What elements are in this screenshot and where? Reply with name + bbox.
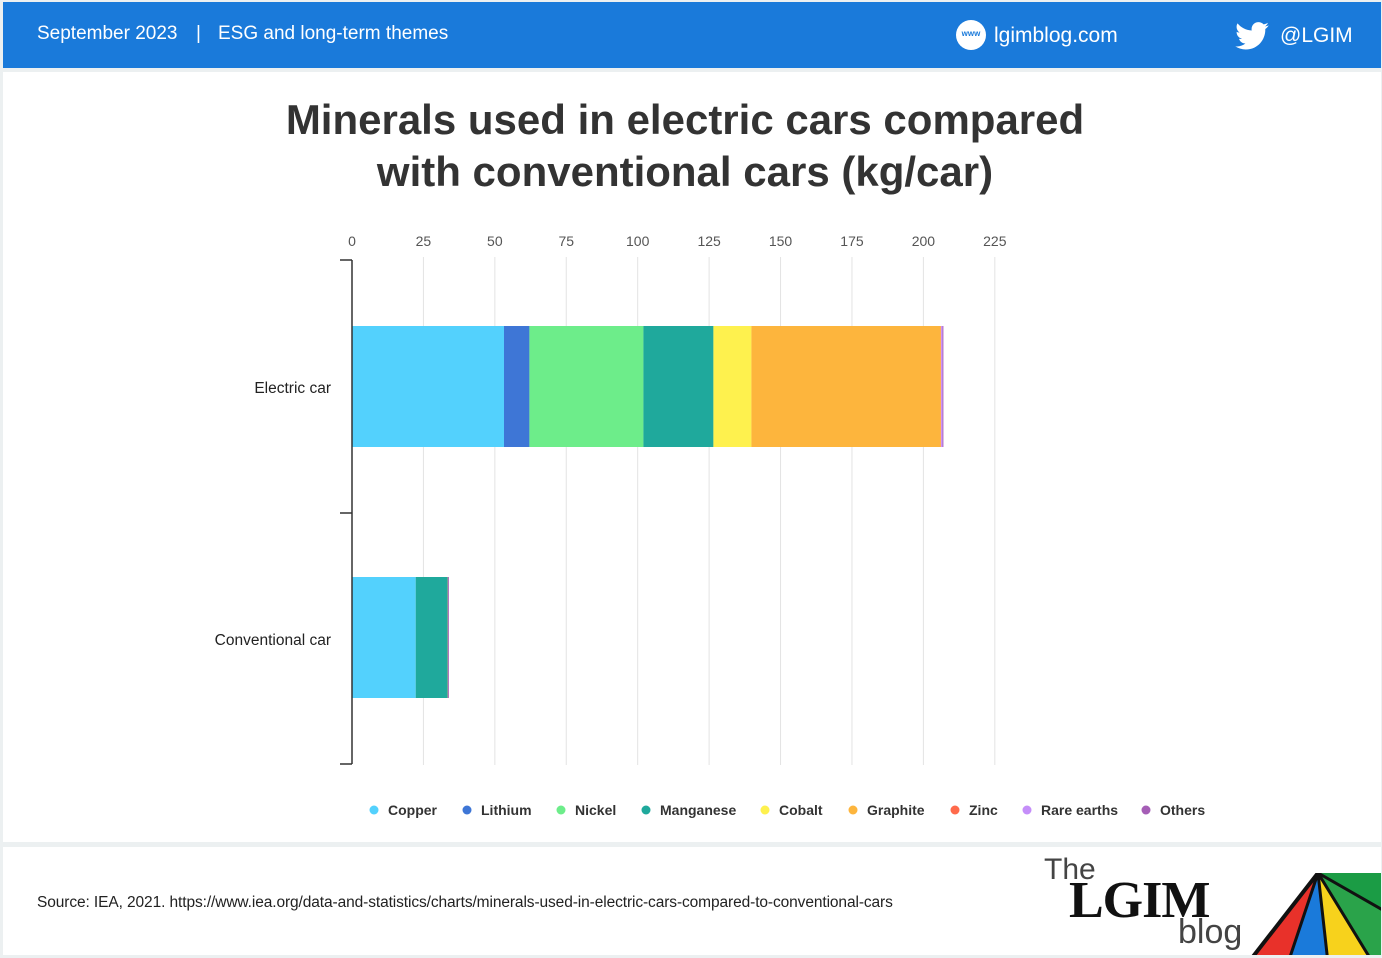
chart-title-line-1: Minerals used in electric cars compared	[285, 96, 1085, 143]
legend-label: Nickel	[575, 802, 616, 818]
legend-label: Copper	[388, 802, 438, 818]
bar-segment-manganese	[643, 326, 714, 447]
x-tick-label: 225	[983, 233, 1007, 249]
bar-segment-graphite	[751, 326, 941, 447]
tick-layer: 0 25 50 75 100 125 150 175 200 225	[348, 233, 1007, 249]
bar-segment-others	[447, 577, 449, 698]
bar-segment-others	[942, 326, 944, 447]
legend-label: Zinc	[969, 802, 998, 818]
category-label: Electric car	[254, 380, 331, 397]
legend-label: Manganese	[660, 802, 736, 818]
chart-panel: Minerals used in electric cars compared …	[3, 72, 1381, 842]
legend-swatch-icon	[462, 805, 472, 815]
bar-segment-copper	[352, 326, 504, 447]
axis-layer	[340, 259, 353, 765]
legend-item: Others	[1141, 802, 1205, 818]
legend-label: Others	[1160, 802, 1205, 818]
legend-item: Graphite	[848, 802, 925, 818]
x-tick-label: 200	[912, 233, 936, 249]
legend-label: Rare earths	[1041, 802, 1118, 818]
globe-icon-label: www	[961, 29, 981, 38]
legend-swatch-icon	[641, 805, 651, 815]
legend-label: Cobalt	[779, 802, 823, 818]
source-note: Source: IEA, 2021. https://www.iea.org/d…	[37, 894, 893, 911]
header-theme: ESG and long-term themes	[218, 23, 449, 44]
footer-bar: Source: IEA, 2021. https://www.iea.org/d…	[3, 847, 1381, 955]
logo-lgim-text: LGIM	[1069, 872, 1210, 929]
legend-swatch-icon	[556, 805, 566, 815]
x-tick-label: 100	[626, 233, 650, 249]
bar-segment-nickel	[529, 326, 644, 447]
header-bar: September 2023 | ESG and long-term theme…	[3, 2, 1381, 68]
header-separator: |	[196, 23, 201, 44]
chart-svg: 0 25 50 75 100 125 150 175 200 225 Electric car Co…	[215, 233, 1206, 818]
legend-swatch-icon	[369, 805, 379, 815]
legend-item: Zinc	[950, 802, 998, 818]
legend-item: Copper	[369, 802, 438, 818]
legend-layer: Copper Lithium Nickel Manganese Cobalt Graphi…	[369, 802, 1205, 818]
logo-blog-text: blog	[1178, 913, 1243, 951]
bar-segment-rare-earths	[941, 326, 943, 447]
chart-title: Minerals used in electric cars compared …	[3, 94, 1367, 198]
legend-label: Lithium	[481, 802, 532, 818]
bar-layer	[352, 326, 944, 698]
legend-item: Nickel	[556, 802, 616, 818]
legend-item: Rare earths	[1022, 802, 1118, 818]
umbrella-logo-icon	[1251, 873, 1381, 955]
chart-title-line-2: with conventional cars (kg/car)	[376, 148, 994, 195]
legend-item: Lithium	[462, 802, 532, 818]
x-tick-label: 50	[487, 233, 503, 249]
x-tick-label: 175	[840, 233, 864, 249]
logo-the-text: The	[1044, 853, 1096, 886]
x-tick-label: 75	[558, 233, 574, 249]
website-link[interactable]: lgimblog.com	[994, 24, 1118, 47]
bar-segment-manganese	[415, 577, 448, 698]
legend-swatch-icon	[1022, 805, 1032, 815]
x-tick-label: 125	[697, 233, 721, 249]
x-tick-label: 25	[416, 233, 432, 249]
bar-segment-lithium	[503, 326, 530, 447]
twitter-handle[interactable]: @LGIM	[1280, 24, 1353, 47]
label-layer: Electric car Conventional car	[215, 380, 331, 649]
legend-swatch-icon	[950, 805, 960, 815]
bar-segment-cobalt	[713, 326, 752, 447]
x-tick-label: 0	[348, 233, 356, 249]
x-tick-label: 150	[769, 233, 793, 249]
legend-item: Cobalt	[760, 802, 823, 818]
globe-icon: www	[956, 20, 986, 50]
category-label: Conventional car	[215, 632, 331, 649]
bar-segment-copper	[352, 577, 416, 698]
legend-swatch-icon	[848, 805, 858, 815]
header-date: September 2023	[37, 23, 178, 44]
legend-item: Manganese	[641, 802, 736, 818]
twitter-icon[interactable]	[1235, 22, 1269, 50]
legend-swatch-icon	[1141, 805, 1151, 815]
legend-label: Graphite	[867, 802, 925, 818]
legend-swatch-icon	[760, 805, 770, 815]
